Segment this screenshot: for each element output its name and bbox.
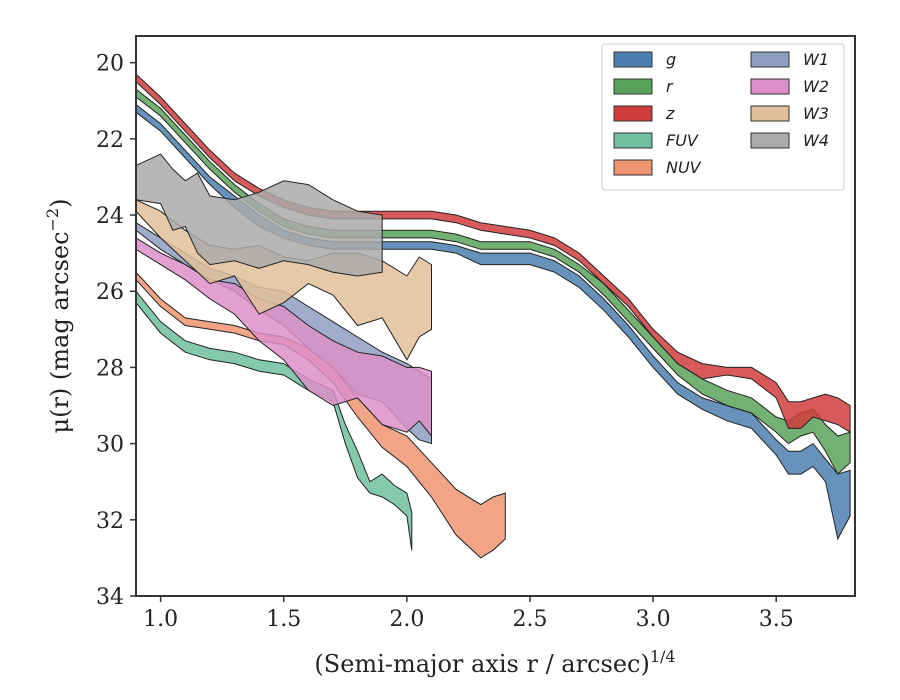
- legend-label-w3: W3: [803, 104, 829, 123]
- y-tick-label: 24: [96, 204, 124, 229]
- x-tick-label: 1.0: [143, 607, 178, 632]
- y-tick-label: 30: [96, 433, 124, 458]
- y-tick-label: 20: [96, 52, 124, 77]
- legend-label-w2: W2: [803, 77, 829, 96]
- legend-label-nuv: NUV: [666, 158, 702, 177]
- x-tick-label: 2.5: [512, 607, 547, 632]
- legend-swatch-g: [613, 51, 653, 68]
- x-axis-title: (Semi-major axis r / arcsec)1/4: [314, 647, 675, 678]
- band-fuv: [136, 290, 413, 551]
- x-axis-title-power: 1/4: [650, 647, 676, 666]
- y-tick-label: 32: [96, 509, 124, 534]
- x-tick-label: 2.0: [389, 607, 424, 632]
- legend: grz FUV NUV W1 W2 W3 W4: [601, 43, 845, 191]
- series-bands: [136, 73, 851, 559]
- x-axis-title-text: (Semi-major axis r / arcsec): [314, 650, 649, 678]
- legend-swatch-w1: [750, 51, 790, 68]
- y-axis-title: μ(r) (mag arcsec−2): [43, 199, 74, 434]
- legend-label-fuv: FUV: [666, 131, 699, 150]
- y-tick-label: 22: [96, 128, 124, 153]
- y-axis-title-close: ): [46, 199, 74, 208]
- legend-swatch-w3: [750, 105, 790, 122]
- x-tick-label: 3.5: [759, 607, 794, 632]
- legend-swatch-nuv: [613, 159, 653, 176]
- y-tick-label: 34: [96, 585, 124, 610]
- x-axis: 1.0 1.5 2.0 2.5 3.0 3.5: [143, 596, 794, 632]
- plot-frame: [135, 35, 856, 597]
- legend-swatch-r: [613, 78, 653, 95]
- x-tick-label: 3.0: [636, 607, 671, 632]
- legend-swatch-fuv: [613, 132, 653, 149]
- legend-swatch-w4: [750, 132, 790, 149]
- y-tick-label: 28: [96, 356, 124, 381]
- y-axis: 20 22 24 26 28 30 32 34: [96, 52, 136, 610]
- legend-label-w1: W1: [803, 50, 829, 69]
- y-axis-title-text: μ(r) (mag arcsec: [46, 231, 74, 433]
- legend-label-z: z: [665, 104, 675, 123]
- legend-swatch-z: [613, 105, 653, 122]
- legend-label-w4: W4: [803, 131, 829, 150]
- x-tick-label: 1.5: [266, 607, 301, 632]
- band-w4: [136, 153, 383, 277]
- y-axis-title-power: −2: [43, 208, 62, 232]
- legend-swatch-w2: [750, 78, 790, 95]
- y-tick-label: 26: [96, 280, 124, 305]
- legend-label-g: g: [666, 50, 676, 69]
- legend-label-r: r: [666, 77, 674, 96]
